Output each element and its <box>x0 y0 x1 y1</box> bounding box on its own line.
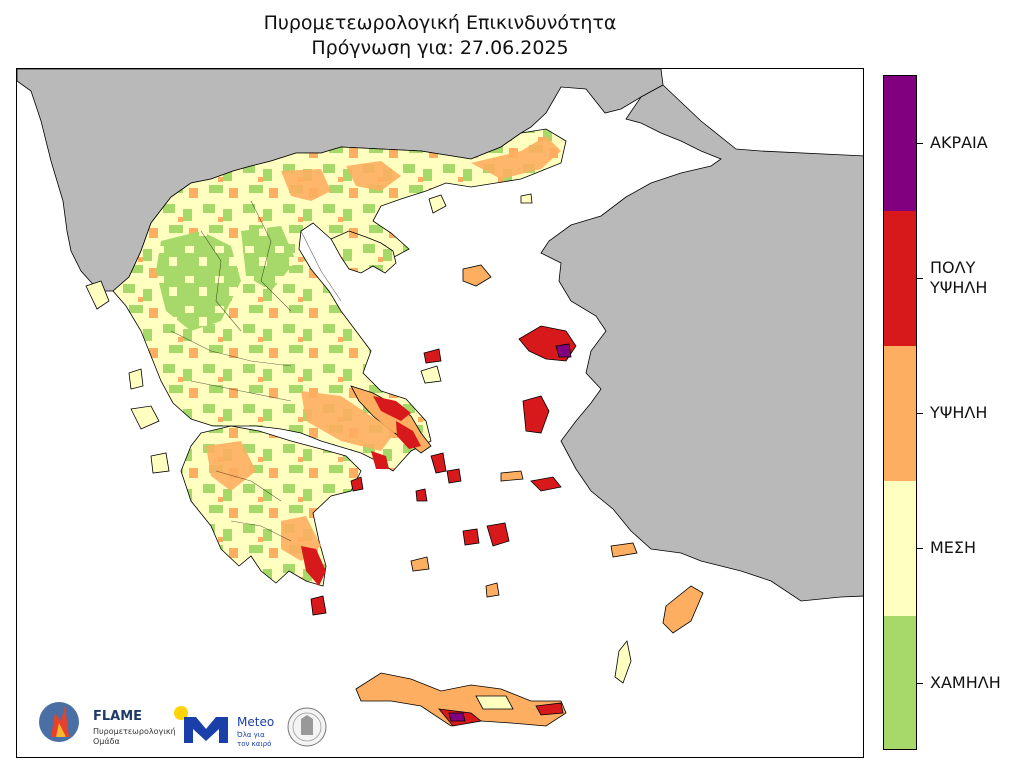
risk-overlays <box>156 136 561 586</box>
colorbar-label: ΠΟΛΥ ΥΨΗΛΗ <box>930 257 988 297</box>
colorbar-tick <box>917 142 923 144</box>
crete <box>355 672 567 727</box>
island-rhodes <box>662 585 704 634</box>
island-santorini <box>485 582 500 598</box>
island-tinos <box>446 468 462 484</box>
logos: FLAME Πυρομετεωρολογική Ομάδα Meteo Όλα … <box>39 702 327 748</box>
island-aegina <box>350 476 364 492</box>
island-skiathos <box>420 365 442 384</box>
island-karpathos <box>614 640 632 684</box>
map-title: Πυρομετεωρολογική Επικινδυνότητα <box>263 12 617 34</box>
island-lefkada <box>128 368 144 390</box>
island-zakynthos <box>150 452 170 474</box>
island-naxos <box>486 522 510 547</box>
greece-mainland <box>112 128 567 587</box>
island-skyros <box>423 348 442 364</box>
island-corfu <box>85 280 110 310</box>
meteo-name: Meteo <box>237 715 274 729</box>
colorbar-label: ΑΚΡΑΙΑ <box>930 132 988 152</box>
colorbar-segment <box>884 616 916 749</box>
island-samos <box>530 476 562 492</box>
mainland-north <box>112 128 567 472</box>
colorbar-label: ΧΑΜΗΛΗ <box>930 672 1001 692</box>
colorbar-tick <box>917 547 923 549</box>
island-lesvos-extreme <box>555 343 572 358</box>
colorbar-tick <box>917 412 923 414</box>
chalkidiki <box>330 230 397 274</box>
colorbar-segment <box>884 211 916 346</box>
colorbar-segment <box>884 481 916 616</box>
island-kos <box>610 542 638 558</box>
island-thasos <box>428 194 447 214</box>
flame-subtitle-2: Ομάδα <box>93 737 120 746</box>
colorbar-tick <box>917 682 923 684</box>
university-seal <box>287 707 327 747</box>
island-kefalonia <box>130 405 160 430</box>
island-milos <box>410 556 430 572</box>
islands <box>85 193 704 684</box>
colorbar-label: ΥΨΗΛΗ <box>930 402 988 422</box>
flame-name: FLAME <box>93 709 142 724</box>
island-chios <box>522 395 550 434</box>
colorbar-segment <box>884 76 916 211</box>
colorbar-segment <box>884 346 916 481</box>
flame-logo: FLAME Πυρομετεωρολογική Ομάδα <box>39 702 176 746</box>
meteo-logo: Meteo Όλα για τον καιρό <box>174 706 274 748</box>
island-kea <box>415 488 428 502</box>
map-subtitle: Πρόγνωση για: 27.06.2025 <box>311 37 569 59</box>
meteo-tagline-1: Όλα για <box>236 731 265 739</box>
island-paros <box>462 528 480 546</box>
island-limnos <box>462 264 492 287</box>
island-kythira <box>310 595 327 616</box>
regional-boundaries <box>170 200 342 542</box>
island-samothraki <box>520 193 533 204</box>
island-andros <box>430 452 447 474</box>
turkey <box>540 84 863 602</box>
island-ikaria <box>500 470 524 482</box>
map-frame: FLAME Πυρομετεωρολογική Ομάδα Meteo Όλα … <box>16 68 864 758</box>
colorbar <box>883 75 917 750</box>
greece-fire-danger-map: FLAME Πυρομετεωρολογική Ομάδα Meteo Όλα … <box>17 69 863 748</box>
meteo-tagline-2: τον καιρό <box>237 740 271 748</box>
colorbar-tick <box>917 277 923 279</box>
colorbar-label: ΜΕΣΗ <box>930 537 977 557</box>
flame-subtitle-1: Πυρομετεωρολογική <box>93 727 176 736</box>
